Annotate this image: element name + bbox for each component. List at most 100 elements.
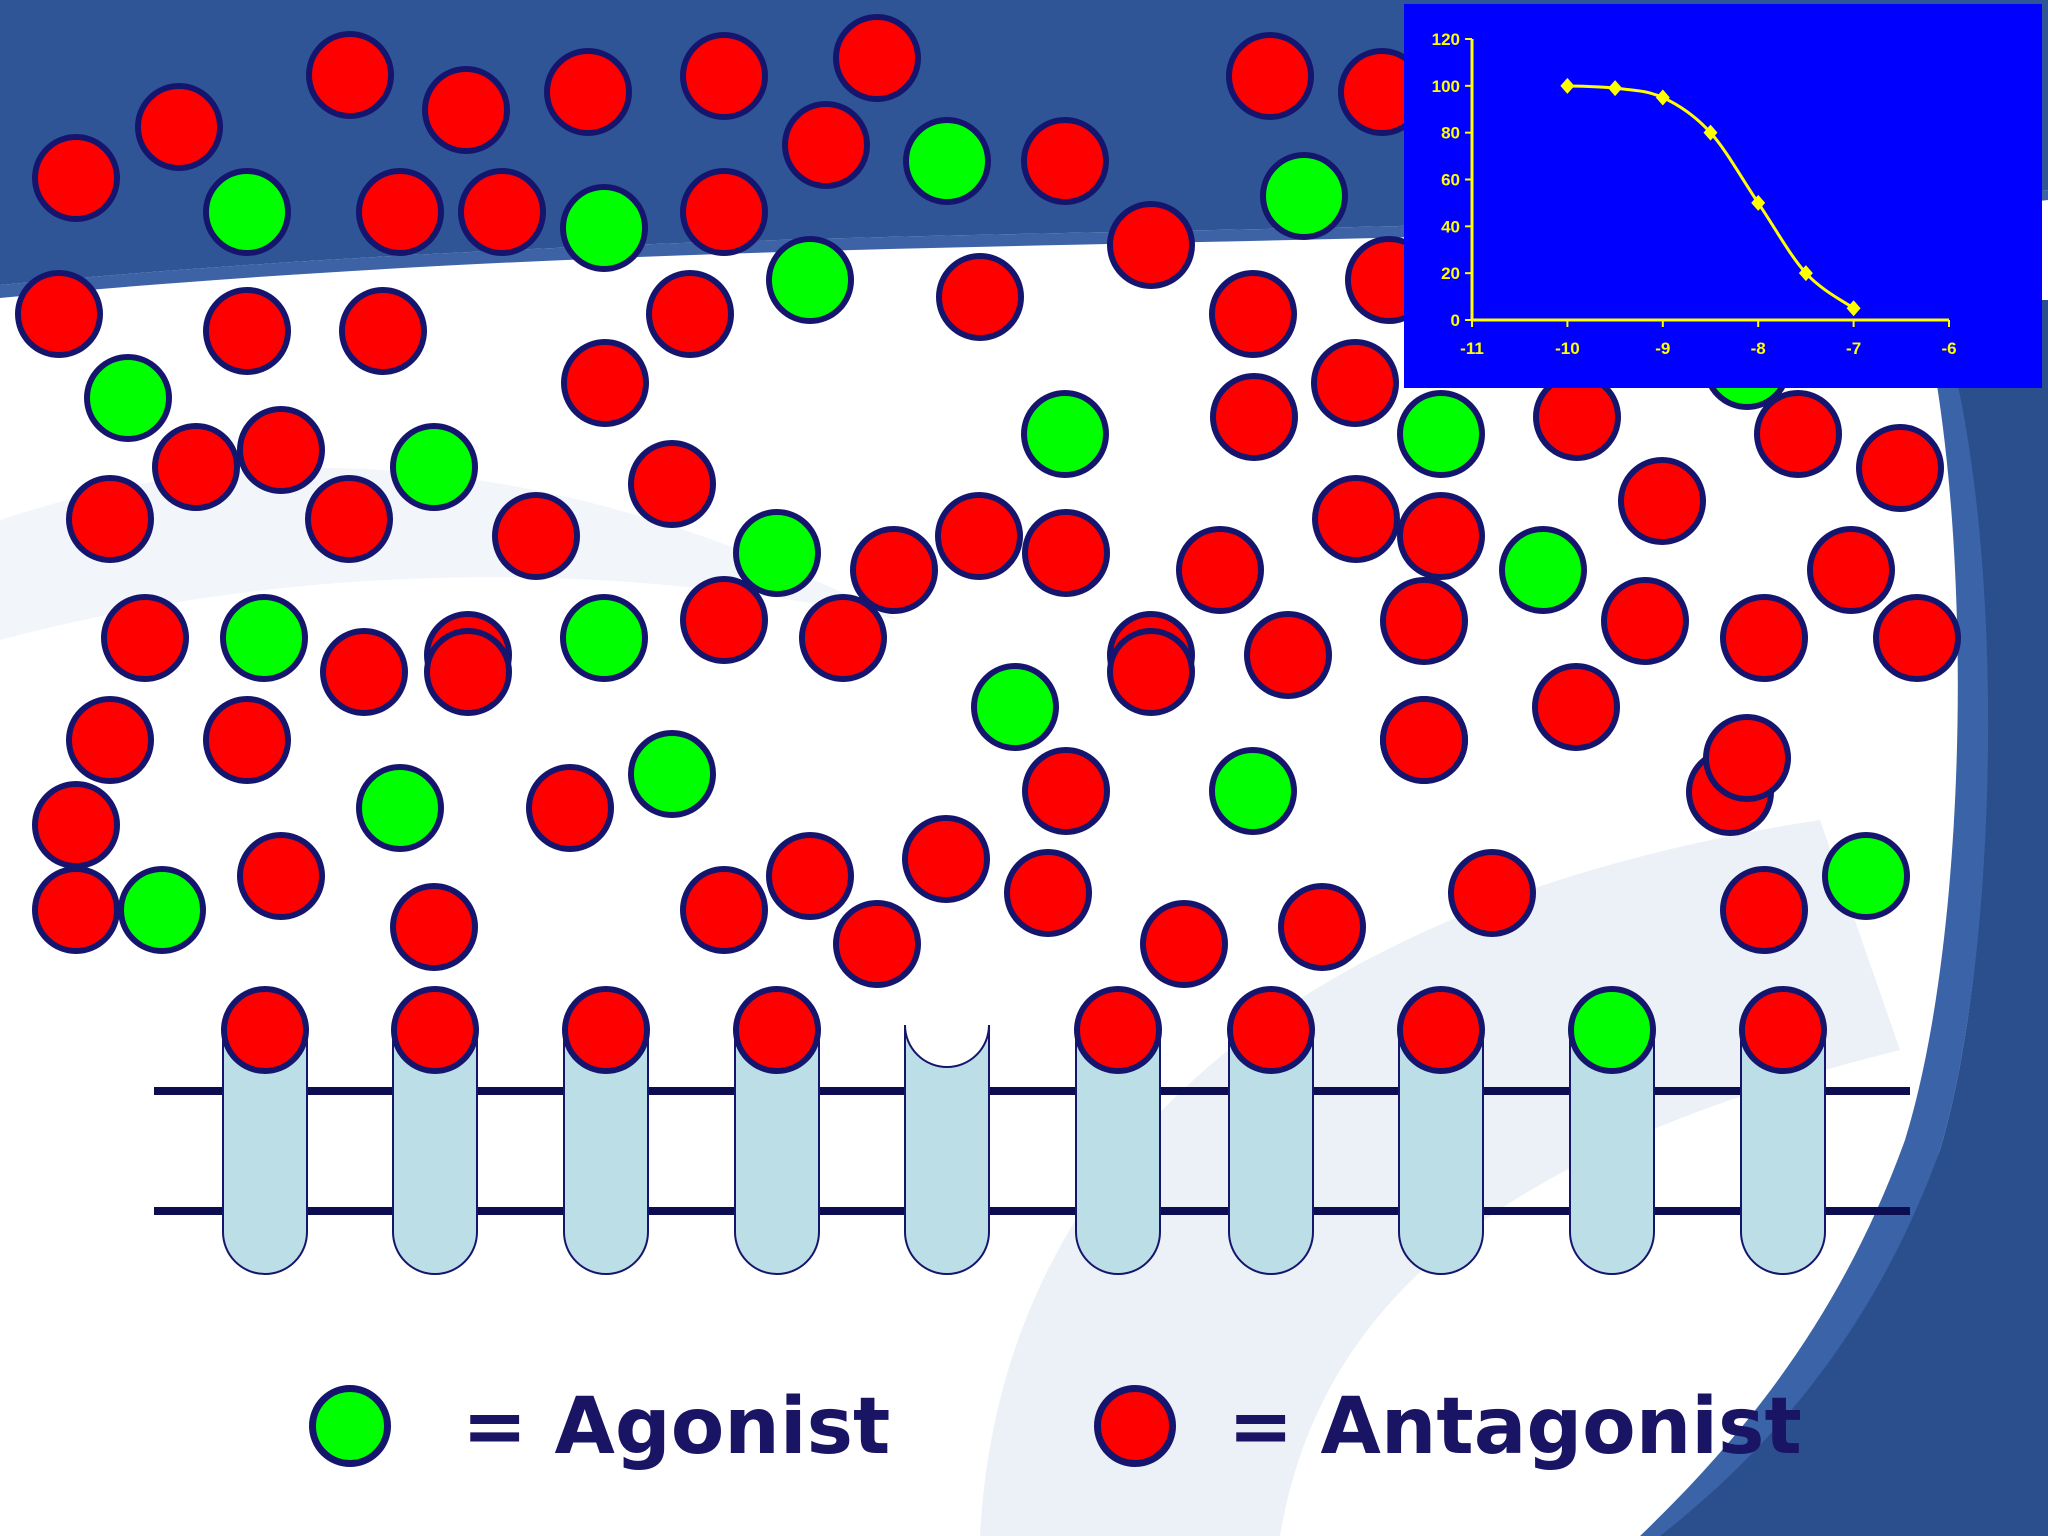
antagonist-molecule xyxy=(628,440,716,528)
antagonist-molecule xyxy=(1397,492,1485,580)
antagonist-molecule xyxy=(1754,390,1842,478)
dose-response-chart: 0 20 40 60 80 100 120 -11 -10 -9 -8 -7 -6 xyxy=(1404,4,2042,388)
agonist-molecule xyxy=(628,730,716,818)
antagonist-molecule xyxy=(339,287,427,375)
agonist-molecule xyxy=(390,423,478,511)
bound-antagonist xyxy=(733,986,821,1074)
chart-data-point xyxy=(1608,80,1623,97)
antagonist-molecule xyxy=(936,253,1024,341)
bound-antagonist xyxy=(1739,986,1827,1074)
agonist-molecule xyxy=(1822,832,1910,920)
antagonist-molecule xyxy=(1380,577,1468,665)
x-tick-label: -8 xyxy=(1751,339,1766,358)
antagonist-molecule xyxy=(1176,526,1264,614)
antagonist-molecule xyxy=(390,883,478,971)
x-tick-label: -9 xyxy=(1655,339,1670,358)
antagonist-molecule xyxy=(1209,270,1297,358)
agonist-molecule xyxy=(203,168,291,256)
antagonist-molecule xyxy=(32,866,120,954)
agonist-molecule xyxy=(903,117,991,205)
antagonist-molecule xyxy=(422,66,510,154)
antagonist-molecule xyxy=(1856,424,1944,512)
background-swoosh xyxy=(0,467,900,640)
chart-data-point xyxy=(1846,300,1861,317)
antagonist-molecule xyxy=(424,628,512,716)
antagonist-molecule xyxy=(850,526,938,614)
chart-data-point xyxy=(1560,77,1575,94)
bound-antagonist xyxy=(1074,986,1162,1074)
antagonist-molecule xyxy=(305,475,393,563)
chart-background xyxy=(1404,4,2042,388)
antagonist-molecule xyxy=(1226,32,1314,120)
chart-markers xyxy=(1560,77,1861,317)
antagonist-molecule xyxy=(833,900,921,988)
y-tick-label: 120 xyxy=(1432,30,1460,49)
legend-agonist-label: = Agonist xyxy=(462,1382,891,1472)
chart-data-point xyxy=(1751,194,1766,211)
antagonist-molecule xyxy=(646,270,734,358)
antagonist-molecule xyxy=(66,696,154,784)
bound-antagonist xyxy=(1227,986,1315,1074)
antagonist-molecule xyxy=(680,576,768,664)
antagonist-molecule xyxy=(1312,475,1400,563)
antagonist-molecule xyxy=(680,168,768,256)
agonist-molecule xyxy=(1499,526,1587,614)
chart-data-point xyxy=(1798,265,1813,282)
antagonist-molecule xyxy=(203,287,291,375)
agonist-molecule xyxy=(118,866,206,954)
y-tick-label: 60 xyxy=(1441,171,1460,190)
antagonist-molecule xyxy=(237,832,325,920)
agonist-molecule xyxy=(84,354,172,442)
bound-ligands xyxy=(221,986,1827,1074)
antagonist-molecule xyxy=(356,168,444,256)
chart-data-point xyxy=(1703,124,1718,141)
agonist-molecule xyxy=(560,594,648,682)
antagonist-molecule xyxy=(766,832,854,920)
y-tick-label: 0 xyxy=(1451,311,1460,330)
antagonist-molecule xyxy=(203,696,291,784)
antagonist-molecule xyxy=(1807,526,1895,614)
antagonist-molecule xyxy=(561,339,649,427)
antagonist-molecule xyxy=(1720,866,1808,954)
top-banner-edge xyxy=(0,190,2048,298)
antagonist-molecule xyxy=(1618,457,1706,545)
x-tick-label: -7 xyxy=(1846,339,1861,358)
x-tick-label: -11 xyxy=(1460,339,1484,358)
x-tick-label: -6 xyxy=(1941,339,1956,358)
free-ligands xyxy=(15,14,1961,988)
antagonist-molecule xyxy=(1210,373,1298,461)
antagonist-molecule xyxy=(492,492,580,580)
y-tick-label: 80 xyxy=(1441,124,1460,143)
right-decorative-band-inner xyxy=(1640,300,1989,1536)
antagonist-molecule xyxy=(1703,714,1791,802)
bound-agonist xyxy=(1568,986,1656,1074)
antagonist-molecule xyxy=(15,270,103,358)
agonist-molecule xyxy=(356,764,444,852)
receptors xyxy=(222,1024,1826,1275)
antagonist-molecule xyxy=(935,492,1023,580)
antagonist-molecule xyxy=(101,594,189,682)
legend-antagonist-marker xyxy=(1094,1385,1176,1467)
antagonist-molecule xyxy=(135,83,223,171)
antagonist-molecule xyxy=(1533,373,1621,461)
antagonist-molecule xyxy=(306,31,394,119)
agonist-molecule xyxy=(220,594,308,682)
antagonist-molecule xyxy=(902,815,990,903)
antagonist-molecule xyxy=(1278,883,1366,971)
antagonist-molecule xyxy=(1720,594,1808,682)
agonist-molecule xyxy=(1260,152,1348,240)
agonist-molecule xyxy=(971,663,1059,751)
chart-ticks: 0 20 40 60 80 100 120 -11 -10 -9 -8 -7 -6 xyxy=(1432,30,1957,358)
antagonist-molecule xyxy=(680,32,768,120)
antagonist-molecule xyxy=(1448,849,1536,937)
antagonist-molecule xyxy=(1873,594,1961,682)
antagonist-molecule xyxy=(1021,117,1109,205)
antagonist-molecule xyxy=(1244,611,1332,699)
antagonist-molecule xyxy=(1004,849,1092,937)
bound-antagonist xyxy=(221,986,309,1074)
y-tick-label: 100 xyxy=(1432,77,1460,96)
antagonist-molecule xyxy=(1107,201,1195,289)
antagonist-molecule xyxy=(32,134,120,222)
antagonist-molecule xyxy=(833,14,921,102)
agonist-molecule xyxy=(1209,747,1297,835)
